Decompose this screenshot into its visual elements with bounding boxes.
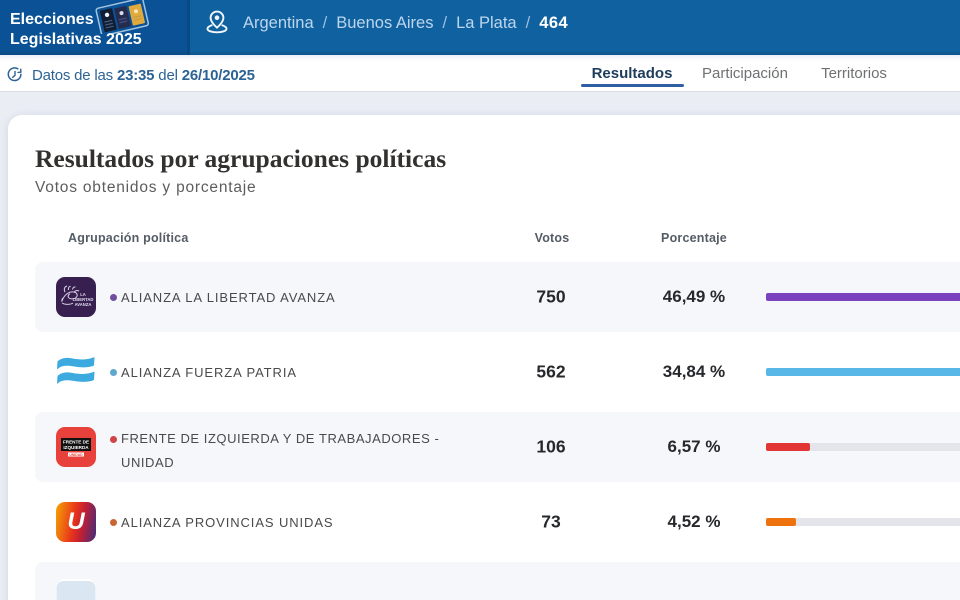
svg-text:AVANZA: AVANZA (75, 302, 92, 307)
svg-text:UNIDAD: UNIDAD (69, 453, 83, 457)
svg-text:IZQUIERDA: IZQUIERDA (63, 445, 89, 450)
svg-text:LA: LA (80, 292, 86, 297)
svg-text:FRENTE DE: FRENTE DE (63, 440, 89, 445)
svg-text:LIBERTAD: LIBERTAD (73, 297, 94, 302)
